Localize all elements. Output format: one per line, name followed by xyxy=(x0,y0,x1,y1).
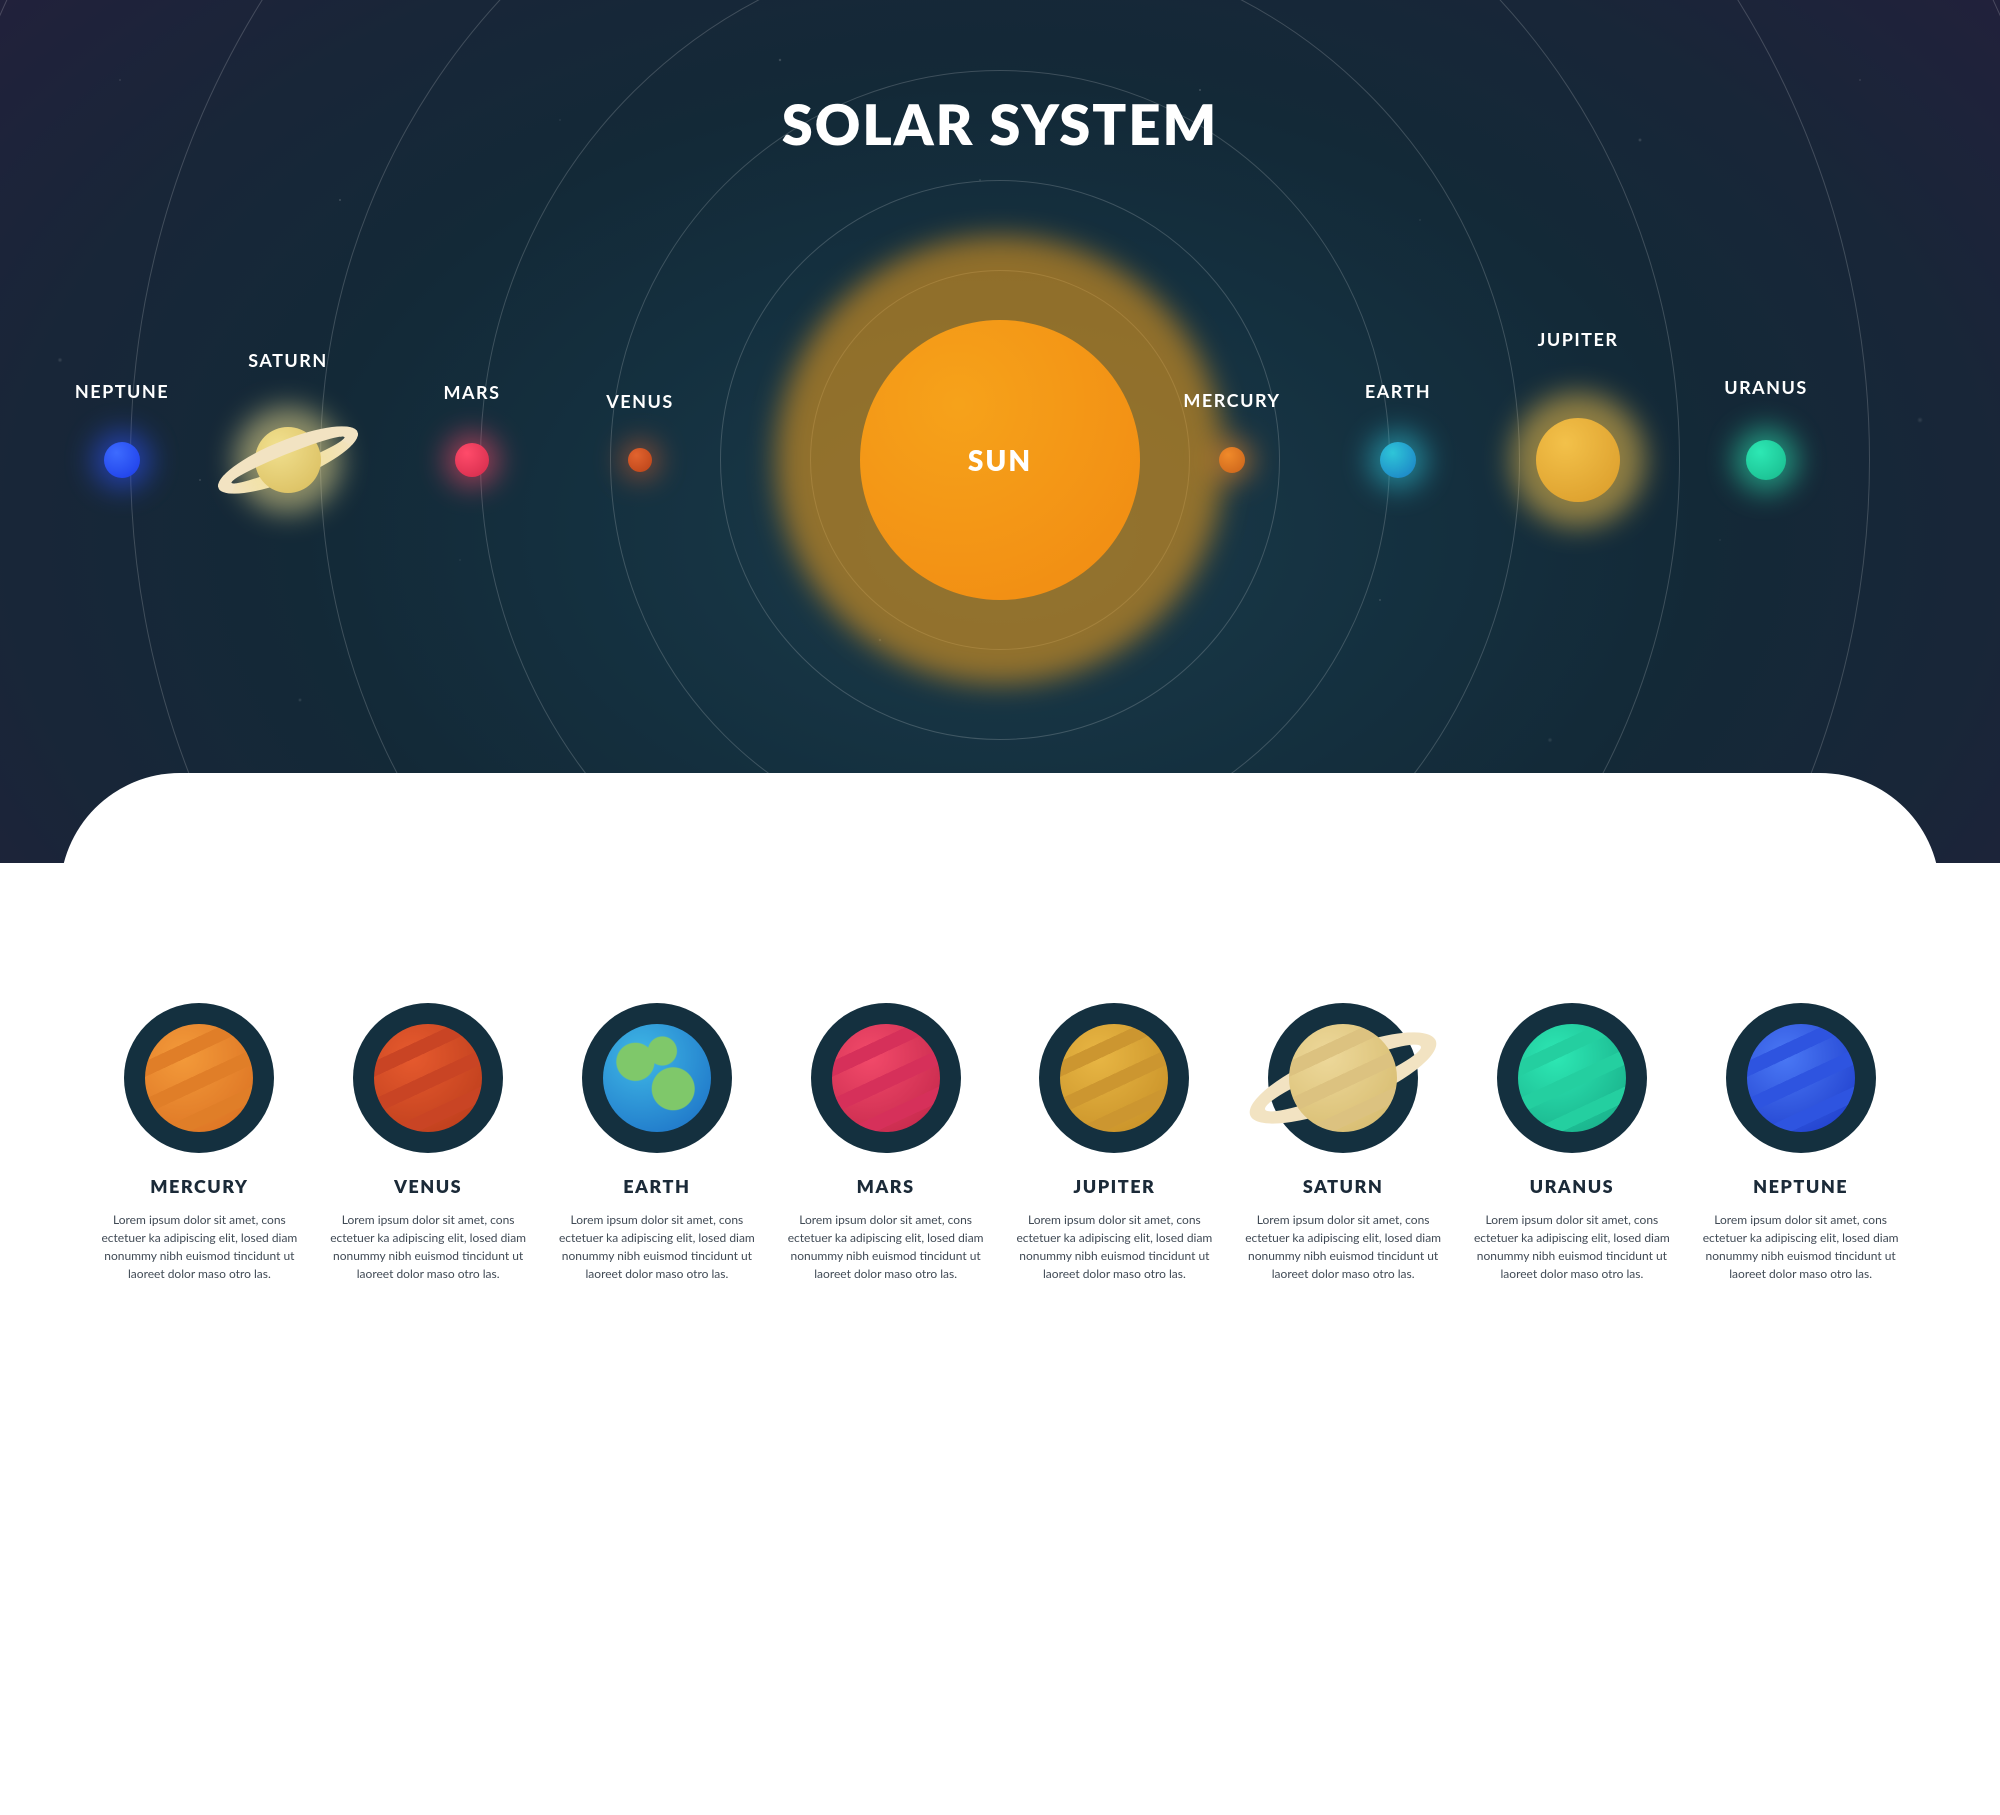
card-icon-ring xyxy=(1039,1003,1189,1153)
planet-label: MERCURY xyxy=(1183,389,1280,411)
info-panel: MERCURY Lorem ipsum dolor sit amet, cons … xyxy=(0,863,2000,1333)
card-icon-ring xyxy=(811,1003,961,1153)
planet-icon xyxy=(628,448,652,472)
card-description: Lorem ipsum dolor sit amet, cons ectetue… xyxy=(1239,1211,1448,1283)
card-planet-icon xyxy=(832,1024,940,1132)
card-planet-icon xyxy=(145,1024,253,1132)
planet-mercury: MERCURY xyxy=(1219,447,1245,473)
card-name: MERCURY xyxy=(95,1175,304,1197)
planet-icon xyxy=(455,443,489,477)
card-description: Lorem ipsum dolor sit amet, cons ectetue… xyxy=(1696,1211,1905,1283)
card-icon-ring xyxy=(1726,1003,1876,1153)
planet-label: NEPTUNE xyxy=(75,380,169,402)
card-icon-ring xyxy=(1268,1003,1418,1153)
planet-label: MARS xyxy=(444,381,501,403)
planet-card-mars: MARS Lorem ipsum dolor sit amet, cons ect… xyxy=(781,1003,990,1283)
card-icon-ring xyxy=(124,1003,274,1153)
card-description: Lorem ipsum dolor sit amet, cons ectetue… xyxy=(1010,1211,1219,1283)
planet-card-mercury: MERCURY Lorem ipsum dolor sit amet, cons … xyxy=(95,1003,304,1283)
card-name: NEPTUNE xyxy=(1696,1175,1905,1197)
planet-card-jupiter: JUPITER Lorem ipsum dolor sit amet, cons … xyxy=(1010,1003,1219,1283)
page-title: SOLAR SYSTEM xyxy=(782,90,1218,157)
planet-jupiter: JUPITER xyxy=(1536,418,1620,502)
planet-icon xyxy=(1219,447,1245,473)
sun: SUN xyxy=(860,320,1140,600)
planet-venus: VENUS xyxy=(628,448,652,472)
planet-earth: EARTH xyxy=(1380,442,1416,478)
planet-card-venus: VENUS Lorem ipsum dolor sit amet, cons ec… xyxy=(324,1003,533,1283)
planet-label: EARTH xyxy=(1365,380,1431,402)
card-icon-ring xyxy=(1497,1003,1647,1153)
card-planet-icon xyxy=(1518,1024,1626,1132)
planet-card-saturn: SATURN Lorem ipsum dolor sit amet, cons e… xyxy=(1239,1003,1448,1283)
card-description: Lorem ipsum dolor sit amet, cons ectetue… xyxy=(95,1211,304,1283)
planet-label: VENUS xyxy=(606,390,673,412)
card-planet-icon xyxy=(1060,1024,1168,1132)
planet-card-earth: EARTH Lorem ipsum dolor sit amet, cons ec… xyxy=(553,1003,762,1283)
card-icon-ring xyxy=(582,1003,732,1153)
sun-label: SUN xyxy=(968,443,1032,477)
card-planet-icon xyxy=(1747,1024,1855,1132)
card-planet-icon xyxy=(1289,1024,1397,1132)
planet-neptune: NEPTUNE xyxy=(104,442,140,478)
planet-label: URANUS xyxy=(1724,376,1808,398)
card-description: Lorem ipsum dolor sit amet, cons ectetue… xyxy=(324,1211,533,1283)
planet-card-uranus: URANUS Lorem ipsum dolor sit amet, cons e… xyxy=(1468,1003,1677,1283)
planet-icon xyxy=(1380,442,1416,478)
planet-icon xyxy=(1746,440,1786,480)
planet-icon xyxy=(104,442,140,478)
planet-saturn: SATURN xyxy=(255,427,321,493)
card-name: VENUS xyxy=(324,1175,533,1197)
card-description: Lorem ipsum dolor sit amet, cons ectetue… xyxy=(1468,1211,1677,1283)
planet-label: SATURN xyxy=(248,349,327,371)
planet-card-neptune: NEPTUNE Lorem ipsum dolor sit amet, cons … xyxy=(1696,1003,1905,1283)
card-description: Lorem ipsum dolor sit amet, cons ectetue… xyxy=(553,1211,762,1283)
card-name: URANUS xyxy=(1468,1175,1677,1197)
card-icon-ring xyxy=(353,1003,503,1153)
planet-icon xyxy=(1536,418,1620,502)
planet-cards: MERCURY Lorem ipsum dolor sit amet, cons … xyxy=(95,1003,1905,1283)
planet-uranus: URANUS xyxy=(1746,440,1786,480)
planet-label: JUPITER xyxy=(1538,328,1619,350)
card-name: MARS xyxy=(781,1175,990,1197)
card-planet-icon xyxy=(603,1024,711,1132)
card-name: EARTH xyxy=(553,1175,762,1197)
planet-mars: MARS xyxy=(455,443,489,477)
card-name: SATURN xyxy=(1239,1175,1448,1197)
card-name: JUPITER xyxy=(1010,1175,1219,1197)
card-planet-icon xyxy=(374,1024,482,1132)
panel-curve xyxy=(60,773,1940,953)
card-description: Lorem ipsum dolor sit amet, cons ectetue… xyxy=(781,1211,990,1283)
